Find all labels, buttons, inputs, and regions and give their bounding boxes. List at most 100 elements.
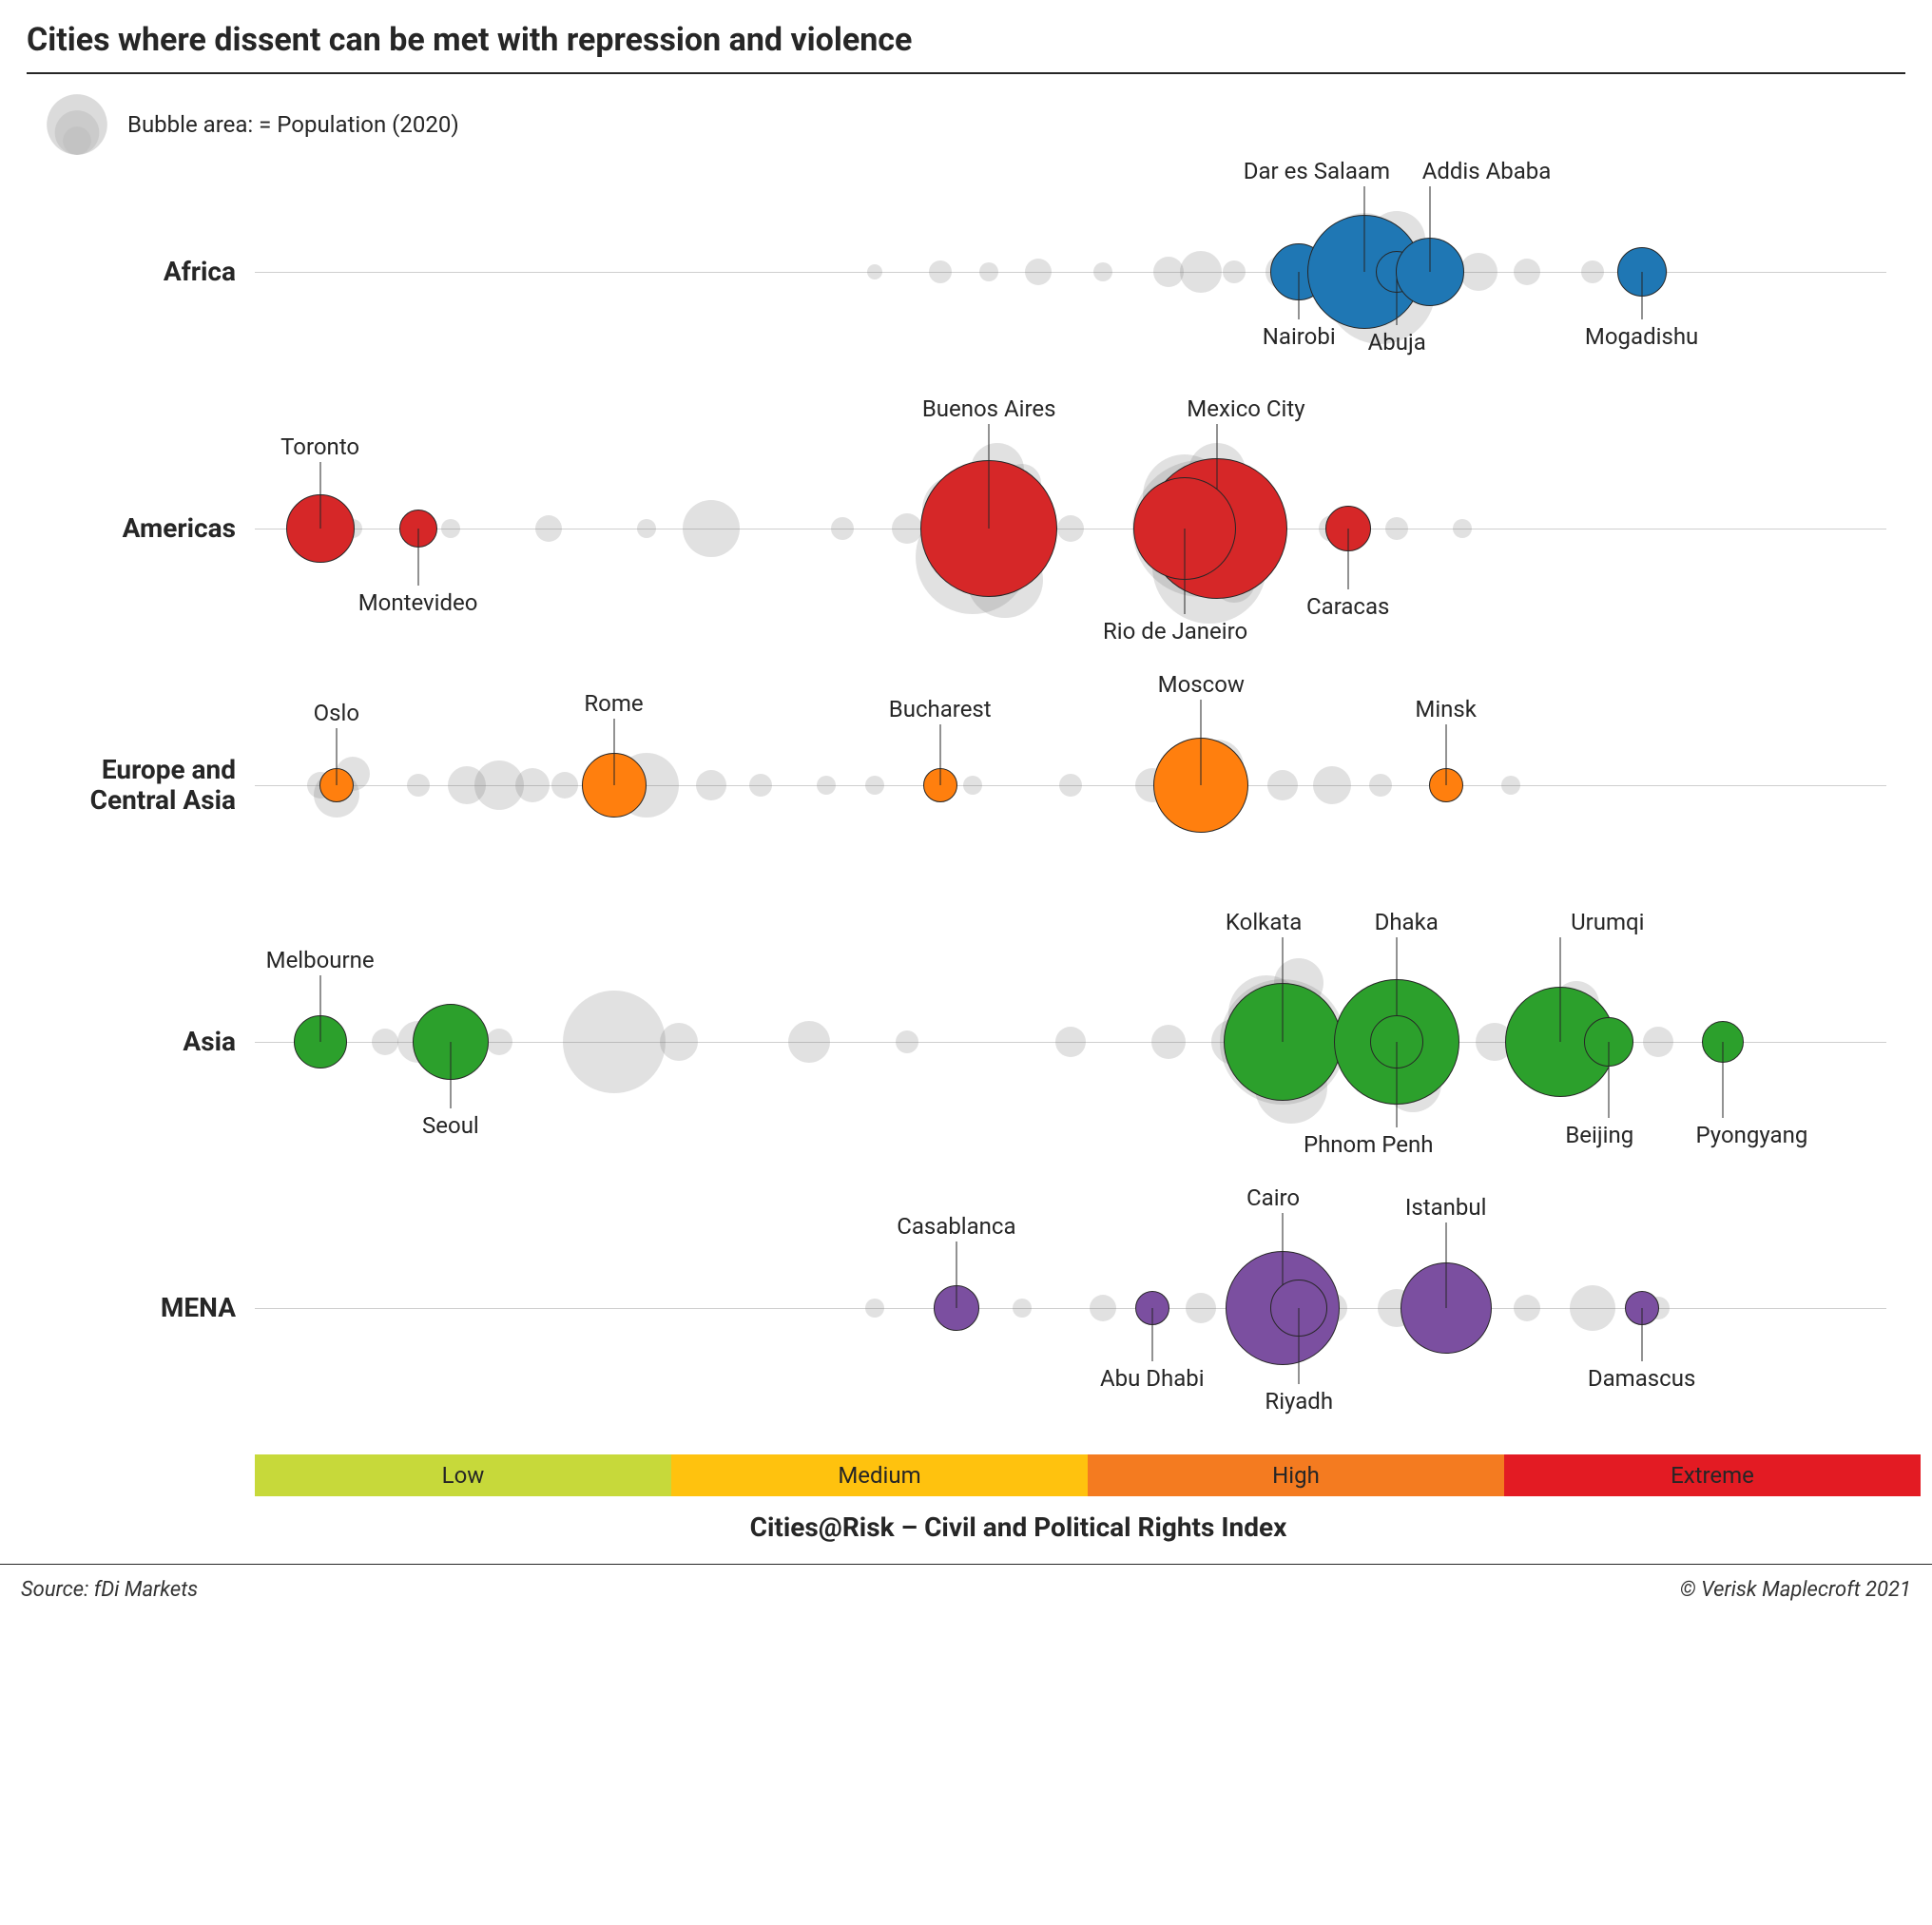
bg-bubble (1369, 774, 1392, 797)
city-label-moscow: Moscow (1158, 671, 1245, 698)
city-label-istanbul: Istanbul (1405, 1194, 1487, 1221)
bg-bubble (831, 517, 854, 540)
city-label-riyadh: Riyadh (1265, 1388, 1333, 1415)
callout-line (1429, 186, 1430, 272)
bg-bubble (867, 264, 882, 279)
bg-bubble (1223, 260, 1246, 283)
city-label-minsk: Minsk (1415, 696, 1477, 722)
legend-text: Bubble area: = Population (2020) (127, 111, 459, 138)
callout-line (336, 728, 337, 785)
bg-bubble (551, 772, 578, 799)
bg-bubble (683, 500, 740, 557)
track: TorontoMontevideoBuenos AiresMexico City… (255, 386, 1886, 671)
region-row-americas: Americas TorontoMontevideoBuenos AiresMex… (27, 386, 1905, 671)
track: Casablanca Abu Dhabi Cairo Riyadh Istanbul Da… (255, 1184, 1886, 1432)
bg-bubble (1025, 259, 1052, 285)
scale-segment-extreme: Extreme (1504, 1454, 1921, 1496)
bg-bubble (929, 260, 952, 283)
bg-bubble (1514, 1295, 1540, 1321)
callout-line (450, 1042, 451, 1108)
callout-line (989, 424, 990, 529)
bg-bubble (637, 519, 656, 538)
callout-line (1201, 700, 1202, 785)
callout-line (1299, 272, 1300, 319)
city-label-nairobi: Nairobi (1263, 323, 1336, 350)
callout-line (1445, 1222, 1446, 1308)
city-label-dar-es-salaam: Dar es Salaam (1244, 158, 1390, 184)
bg-bubble (1151, 1025, 1186, 1059)
bg-bubble (1055, 1027, 1086, 1057)
bg-bubble (486, 1029, 512, 1055)
source-text: Source: fDi Markets (21, 1578, 198, 1602)
city-label-kolkata: Kolkata (1226, 909, 1302, 935)
city-label-phnom-penh: Phnom Penh (1304, 1131, 1434, 1158)
track: Oslo Rome Bucharest Moscow Minsk (255, 671, 1886, 899)
city-label-abu-dhabi: Abu Dhabi (1100, 1365, 1205, 1392)
callout-line (1185, 529, 1186, 614)
city-label-melbourne: Melbourne (266, 947, 375, 973)
callout-line (1397, 1042, 1398, 1127)
city-label-seoul: Seoul (422, 1112, 479, 1139)
track: MelbourneSeoulKolkataDhakaPhnom PenhUrum… (255, 899, 1886, 1184)
city-label-urumqi: Urumqi (1571, 909, 1644, 935)
legend-bubbles-icon (44, 91, 110, 158)
region-label: Americas (27, 513, 236, 544)
city-label-toronto: Toronto (280, 433, 359, 460)
scale-bar: LowMediumHighExtreme (255, 1454, 1921, 1496)
scale-segment-medium: Medium (671, 1454, 1088, 1496)
legend-row: Bubble area: = Population (2020) (27, 74, 1905, 158)
footer: Source: fDi Markets © Verisk Maplecroft … (0, 1564, 1932, 1621)
city-label-casablanca: Casablanca (897, 1213, 1015, 1240)
callout-line (1723, 1042, 1724, 1118)
bg-bubble (563, 991, 666, 1093)
bg-bubble (441, 519, 460, 538)
city-label-beijing: Beijing (1565, 1122, 1633, 1148)
bg-bubble (963, 776, 982, 795)
bg-bubble (660, 1023, 698, 1061)
callout-line (939, 724, 940, 785)
bg-bubble (515, 768, 550, 802)
callout-line (1299, 1308, 1300, 1384)
chart-title: Cities where dissent can be met with rep… (27, 11, 1905, 72)
bg-bubble (1186, 1293, 1216, 1323)
callout-line (319, 975, 320, 1042)
callout-line (1151, 1308, 1152, 1361)
bg-bubble (1057, 515, 1084, 542)
bg-bubble (1313, 766, 1351, 804)
city-label-abuja: Abuja (1368, 329, 1426, 356)
region-label: MENA (27, 1293, 236, 1323)
city-label-cairo: Cairo (1246, 1184, 1300, 1211)
bg-bubble (1385, 517, 1408, 540)
callout-line (613, 719, 614, 785)
city-label-caracas: Caracas (1306, 593, 1389, 620)
city-label-oslo: Oslo (314, 700, 359, 726)
bg-bubble (817, 776, 836, 795)
bg-bubble (1459, 253, 1497, 291)
callout-line (1347, 529, 1348, 589)
bg-bubble (696, 770, 726, 800)
bg-bubble (372, 1029, 398, 1055)
region-row-africa: AfricaNairobiDar es SalaamAbujaAddis Aba… (27, 158, 1905, 386)
city-label-damascus: Damascus (1588, 1365, 1695, 1392)
callout-line (1283, 937, 1284, 1042)
bg-bubble (1059, 774, 1082, 797)
bg-bubble (1180, 251, 1222, 293)
bg-bubble (1013, 1299, 1032, 1318)
bg-bubble (788, 1021, 830, 1063)
bg-bubble (749, 774, 772, 797)
callout-line (319, 462, 320, 529)
city-label-rome: Rome (584, 690, 643, 717)
bg-bubble (979, 262, 998, 281)
city-label-bucharest: Bucharest (889, 696, 992, 722)
region-row-mena: MENA Casablanca Abu Dhabi Cairo Riyadh Istanb… (27, 1184, 1905, 1432)
copyright-text: © Verisk Maplecroft 2021 (1680, 1578, 1911, 1602)
bg-bubble (1267, 770, 1298, 800)
scale-segment-low: Low (255, 1454, 671, 1496)
chart-rows: AfricaNairobiDar es SalaamAbujaAddis Aba… (27, 158, 1905, 1432)
city-label-buenos-aires: Buenos Aires (922, 395, 1056, 422)
region-row-europe: Europe andCentral Asia Oslo Rome Bucharest M… (27, 671, 1905, 899)
callout-line (1641, 1308, 1642, 1361)
bg-bubble (896, 1030, 918, 1053)
region-label: Europe andCentral Asia (27, 755, 236, 816)
bg-bubble (1643, 1027, 1673, 1057)
